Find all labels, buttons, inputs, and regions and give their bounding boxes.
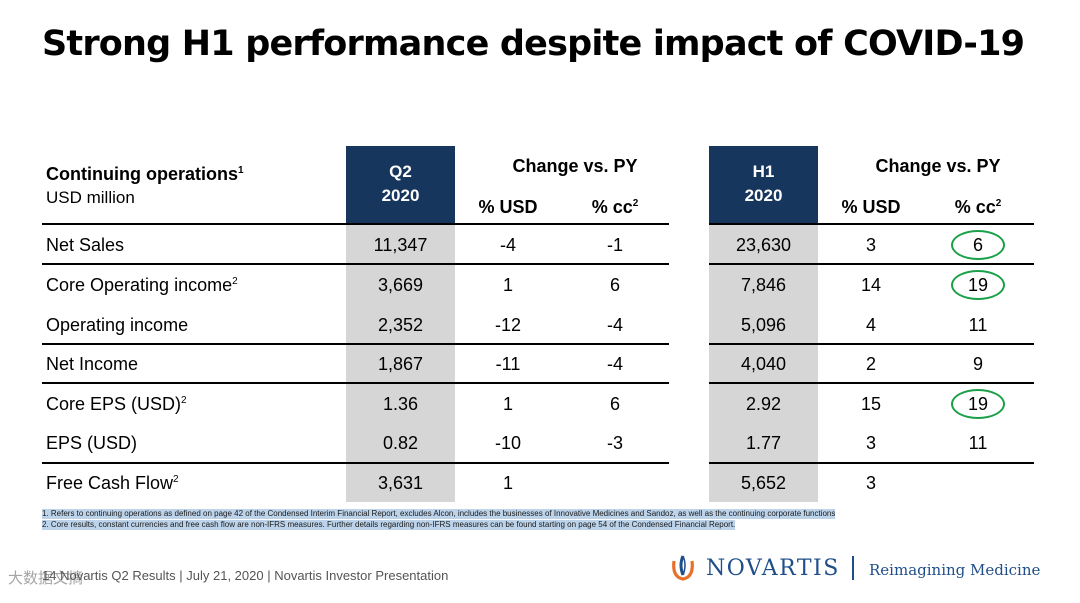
cell-q2: 0.82 — [382, 433, 419, 453]
q2-change-header: Change vs. PY — [512, 156, 638, 176]
cell-q2-usd: -10 — [494, 433, 521, 453]
cell-h1-usd: 14 — [860, 275, 882, 295]
cell-h1: 1.77 — [745, 433, 782, 453]
row-rule-2-left — [42, 343, 669, 345]
cell-h1: 7,846 — [740, 275, 787, 295]
row-label: Core EPS (USD)2 — [46, 394, 187, 414]
row-label: Net Sales — [46, 235, 125, 255]
highlight-circle — [951, 389, 1005, 419]
cell-q2-usd: -4 — [499, 235, 516, 255]
cell-h1-usd: 3 — [865, 433, 876, 453]
table-header-label: Continuing operations1 — [46, 164, 244, 184]
cell-q2-cc: -4 — [606, 354, 623, 374]
q2-usd-header: % USD — [478, 197, 538, 217]
cell-h1: 2.92 — [745, 394, 782, 414]
cell-h1-usd: 3 — [865, 235, 876, 255]
novartis-logo-icon — [672, 555, 694, 581]
header-rule-left — [42, 223, 669, 225]
cell-q2-usd: 1 — [502, 473, 513, 493]
cell-q2-cc: 6 — [609, 394, 620, 414]
footnote-2: 2. Core results, constant currencies and… — [42, 520, 736, 530]
cell-q2-cc: -4 — [606, 315, 623, 335]
h1-header: H1 2020 — [709, 146, 818, 223]
highlight-circle — [951, 230, 1005, 260]
cell-q2: 1.36 — [382, 394, 419, 414]
cell-h1-usd: 3 — [865, 473, 876, 493]
cell-q2-usd: 1 — [502, 275, 513, 295]
cell-q2-cc: -3 — [606, 433, 623, 453]
cell-q2: 2,352 — [377, 315, 424, 335]
row-rule-2-right — [709, 343, 1034, 345]
cell-q2: 1,867 — [377, 354, 424, 374]
cell-q2-cc: -1 — [606, 235, 623, 255]
cell-q2-usd: 1 — [502, 394, 513, 414]
cell-q2-usd: -11 — [495, 354, 521, 374]
header-rule-right — [709, 223, 1034, 225]
h1-column-background — [709, 225, 818, 502]
q2-header-line1: Q2 — [389, 162, 412, 181]
row-label: Core Operating income2 — [46, 275, 238, 295]
cell-q2-cc: 6 — [609, 275, 620, 295]
footnote-1: 1. Refers to continuing operations as de… — [42, 509, 836, 519]
q2-column-background — [346, 225, 455, 502]
cell-h1: 23,630 — [735, 235, 792, 255]
q2-header-line2: 2020 — [381, 186, 420, 205]
brand-name: NOVARTIS — [706, 556, 840, 581]
page-title: Strong H1 performance despite impact of … — [42, 24, 1025, 64]
cell-h1-usd: 15 — [860, 394, 882, 414]
h1-header-line1: H1 — [752, 162, 775, 181]
row-rule-3-left — [42, 382, 669, 384]
row-label: Free Cash Flow2 — [46, 473, 179, 493]
footer-text: 14 Novartis Q2 Results | July 21, 2020 |… — [42, 568, 449, 583]
cell-q2-usd: -12 — [494, 315, 521, 335]
h1-usd-header: % USD — [841, 197, 901, 217]
h1-change-header: Change vs. PY — [875, 156, 1001, 176]
brand-tagline: Reimagining Medicine — [869, 561, 1041, 579]
row-label: EPS (USD) — [46, 433, 138, 453]
q2-header: Q2 2020 — [346, 146, 455, 223]
row-rule-1-right — [709, 263, 1034, 265]
table-header-unit: USD million — [46, 188, 135, 207]
cell-h1: 5,652 — [740, 473, 787, 493]
cell-q2: 11,347 — [373, 235, 428, 255]
cell-h1: 4,040 — [740, 354, 787, 374]
h1-header-line2: 2020 — [744, 186, 783, 205]
brand-divider — [852, 556, 854, 580]
row-label: Operating income — [46, 315, 189, 335]
row-rule-4-left — [42, 462, 669, 464]
cell-h1-usd: 4 — [865, 315, 876, 335]
q2-cc-header: % cc2 — [591, 197, 639, 217]
cell-h1-usd: 2 — [865, 354, 876, 374]
row-rule-1-left — [42, 263, 669, 265]
cell-h1: 5,096 — [740, 315, 787, 335]
cell-q2: 3,669 — [377, 275, 424, 295]
row-rule-3-right — [709, 382, 1034, 384]
h1-cc-header: % cc2 — [954, 197, 1002, 217]
cell-h1-cc: 9 — [972, 354, 983, 374]
highlight-circle — [951, 270, 1005, 300]
watermark: 大数据文摘 — [8, 570, 84, 587]
row-rule-4-right — [709, 462, 1034, 464]
row-label: Net Income — [46, 354, 139, 374]
cell-q2: 3,631 — [377, 473, 424, 493]
cell-h1-cc: 11 — [968, 315, 988, 335]
cell-h1-cc: 11 — [968, 433, 988, 453]
